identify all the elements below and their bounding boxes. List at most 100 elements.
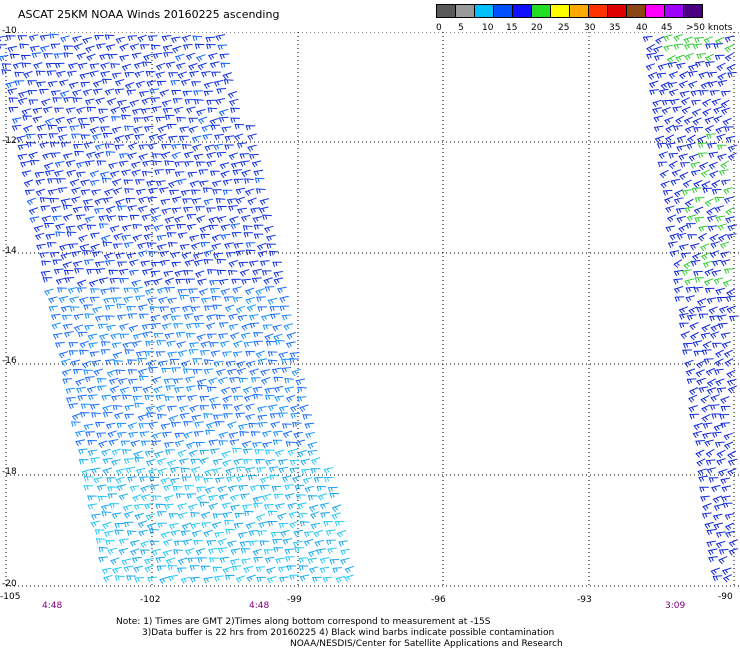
wind-barb xyxy=(266,576,277,584)
wind-barb xyxy=(176,178,187,186)
wind-barb xyxy=(195,441,206,448)
wind-barb xyxy=(107,54,118,60)
wind-barb xyxy=(90,457,100,464)
wind-barb xyxy=(709,170,719,179)
wind-barb xyxy=(50,43,61,50)
wind-barb xyxy=(208,547,218,555)
wind-barb xyxy=(248,540,259,547)
footnote-line-2: 3)Data buffer is 22 hrs from 20160225 4)… xyxy=(142,628,555,638)
wind-barb xyxy=(177,71,187,80)
wind-barb xyxy=(712,575,723,582)
wind-barb xyxy=(135,80,146,89)
wind-barb xyxy=(60,35,70,43)
wind-barb xyxy=(695,440,705,446)
wind-barb xyxy=(14,71,25,78)
wind-barb xyxy=(106,324,116,332)
wind-barb xyxy=(723,349,734,358)
wind-barb xyxy=(326,539,336,546)
wind-barb xyxy=(39,197,50,203)
wind-barb xyxy=(275,557,285,565)
wind-barb xyxy=(118,493,129,501)
scale-color-4 xyxy=(512,4,532,18)
wind-barb xyxy=(76,279,87,288)
wind-barb xyxy=(112,351,123,360)
wind-barb xyxy=(151,376,162,384)
wind-barb xyxy=(124,404,135,412)
wind-barb xyxy=(117,261,127,267)
wind-barb xyxy=(23,179,34,188)
wind-barb xyxy=(94,143,105,151)
wind-barb xyxy=(661,99,672,106)
scale-color-0 xyxy=(436,4,456,18)
wind-barb xyxy=(52,333,63,340)
wind-barb xyxy=(261,270,272,276)
wind-barb xyxy=(669,250,680,257)
wind-barb xyxy=(63,97,73,103)
wind-barb xyxy=(7,45,17,53)
wind-barb xyxy=(693,286,704,293)
wind-barb xyxy=(43,162,54,171)
wind-barb xyxy=(118,160,129,168)
wind-barb xyxy=(706,540,716,548)
wind-barb xyxy=(147,367,158,373)
wind-barb xyxy=(307,557,318,565)
wind-barb xyxy=(203,576,213,584)
wind-barb xyxy=(57,134,68,142)
wind-barb xyxy=(116,303,126,309)
wind-barb xyxy=(143,115,153,123)
wind-barb xyxy=(32,116,43,123)
wind-barb xyxy=(153,333,164,339)
wind-barb xyxy=(149,484,160,491)
wind-barb xyxy=(665,142,676,149)
wind-barb xyxy=(89,116,99,123)
wind-barb xyxy=(225,467,235,476)
wind-barb xyxy=(188,63,198,71)
wind-barb xyxy=(711,484,721,493)
wind-barb xyxy=(686,314,697,321)
wind-barb xyxy=(224,242,234,250)
wind-barb xyxy=(92,133,102,141)
wind-barb xyxy=(252,496,263,504)
wind-barb xyxy=(39,142,49,149)
wind-barb xyxy=(164,216,175,224)
wind-barb xyxy=(725,295,736,303)
wind-barb xyxy=(720,332,731,340)
wind-barb xyxy=(685,295,695,303)
wind-barb xyxy=(162,538,173,547)
wind-barb xyxy=(704,61,715,68)
wind-barb xyxy=(102,78,112,85)
wind-barb xyxy=(302,414,313,420)
wind-barb xyxy=(728,539,738,548)
wind-barb xyxy=(173,386,184,394)
wind-barb xyxy=(135,350,146,358)
wind-barb xyxy=(83,259,94,266)
wind-barb xyxy=(646,52,656,60)
wind-barb xyxy=(273,376,284,383)
wind-barb xyxy=(646,43,656,53)
x-label-90: -90 xyxy=(718,592,733,602)
wind-barb xyxy=(103,252,114,260)
wind-barb xyxy=(265,394,275,401)
wind-barb xyxy=(678,224,688,233)
wind-barb xyxy=(700,495,710,502)
wind-barb xyxy=(726,305,736,314)
wind-barb xyxy=(694,216,705,223)
wind-barb xyxy=(710,323,720,332)
wind-barb xyxy=(723,441,734,450)
wind-barb xyxy=(720,405,731,412)
wind-barb xyxy=(73,313,84,321)
wind-barb xyxy=(704,268,714,277)
wind-barb xyxy=(696,53,707,60)
wind-barb xyxy=(123,565,134,573)
wind-barb xyxy=(725,530,735,538)
wind-barb xyxy=(150,270,161,277)
wind-barb xyxy=(208,396,219,404)
wind-barb xyxy=(278,522,289,529)
wind-barb xyxy=(56,178,66,184)
wind-barb xyxy=(255,566,266,573)
wind-barb xyxy=(96,160,107,166)
wind-barb xyxy=(229,376,239,384)
wind-barb xyxy=(99,171,110,179)
wind-barb xyxy=(329,492,340,499)
wind-barb xyxy=(181,522,192,531)
